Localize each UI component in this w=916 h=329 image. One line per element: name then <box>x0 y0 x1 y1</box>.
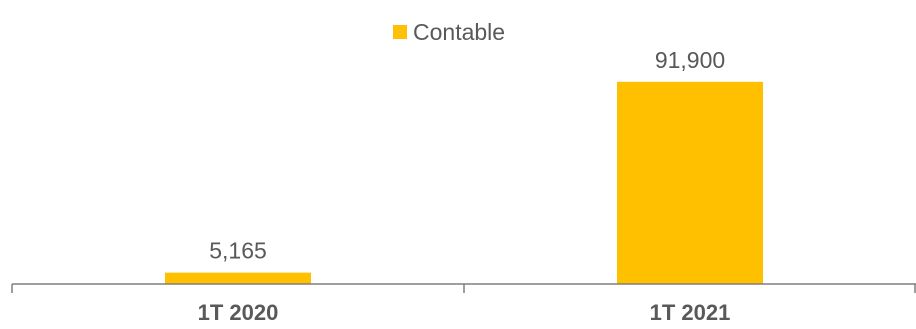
x-axis: 1T 2020 1T 2021 <box>11 283 916 325</box>
legend-label: Contable <box>413 19 505 45</box>
value-labels: 5,165 91,900 <box>209 47 725 264</box>
x-axis-ticks <box>11 284 916 293</box>
x-tick-label-2: 1T 2021 <box>650 300 731 325</box>
bars <box>165 81 763 284</box>
bar-2 <box>617 81 763 284</box>
legend-swatch <box>393 25 407 39</box>
x-axis-tick-labels: 1T 2020 1T 2021 <box>198 300 731 325</box>
legend: Contable <box>393 19 505 45</box>
bar-1 <box>165 272 311 284</box>
value-label-1: 5,165 <box>209 238 267 264</box>
value-label-2: 91,900 <box>655 47 725 73</box>
x-tick-label-1: 1T 2020 <box>198 300 279 325</box>
